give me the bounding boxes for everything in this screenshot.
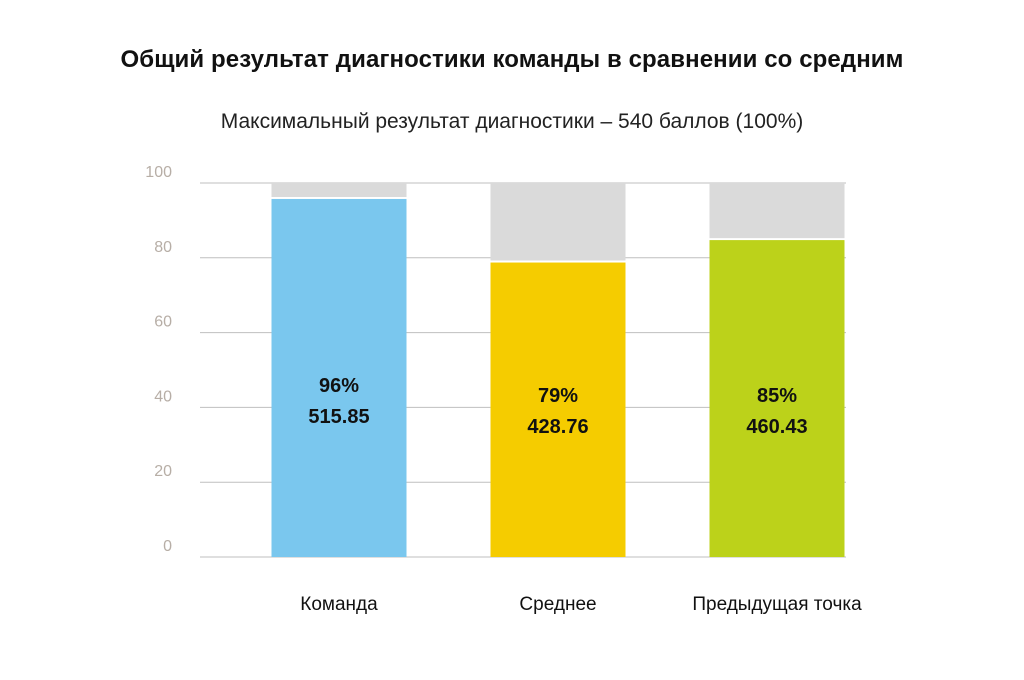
data-label-score: 515.85 (308, 406, 369, 428)
bar-remainder (709, 183, 845, 240)
x-category-label: Команда (300, 594, 378, 615)
y-tick-label: 80 (154, 239, 172, 256)
bar (271, 198, 407, 557)
chart-subtitle: Максимальный результат диагностики – 540… (220, 110, 804, 133)
y-tick-label: 20 (154, 463, 172, 480)
bar (490, 262, 626, 557)
x-category-label: Предыдущая точка (692, 594, 862, 615)
bar (709, 240, 845, 557)
data-label-percent: 96% (319, 375, 359, 397)
y-tick-label: 60 (154, 314, 172, 331)
data-label-score: 460.43 (746, 416, 807, 438)
data-label-percent: 79% (538, 385, 578, 407)
data-label-percent: 85% (757, 385, 797, 407)
chart-title: Общий результат диагностики команды в ср… (120, 46, 904, 73)
y-tick-label: 100 (145, 164, 172, 181)
x-category-label: Среднее (519, 594, 596, 615)
y-tick-label: 0 (163, 538, 172, 555)
y-tick-label: 40 (154, 388, 172, 405)
bar-remainder (490, 183, 626, 262)
data-label-score: 428.76 (527, 416, 588, 438)
bar-remainder (271, 183, 407, 198)
